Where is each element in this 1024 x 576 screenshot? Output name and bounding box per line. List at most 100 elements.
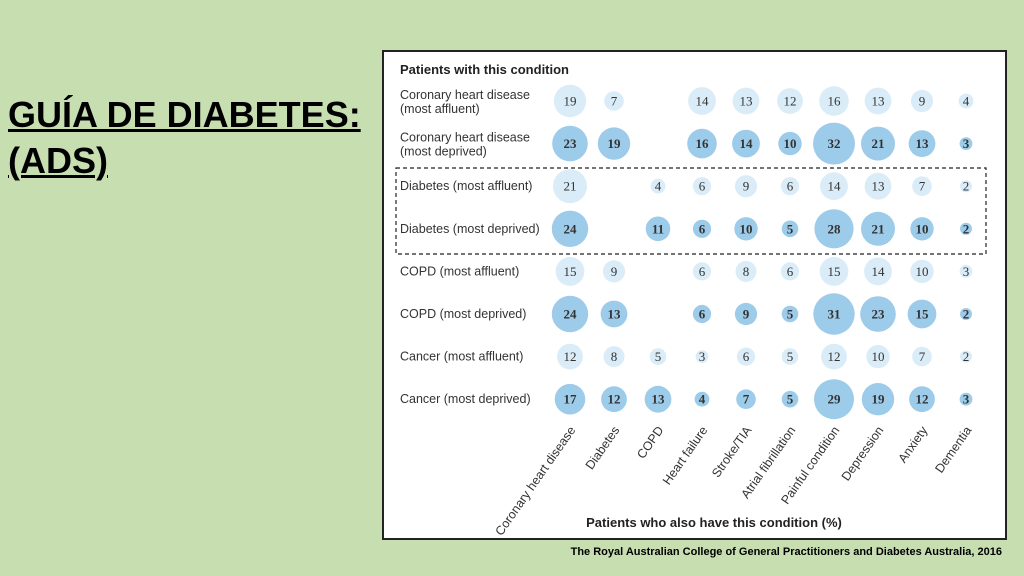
data-value-label: 32	[828, 136, 841, 151]
row-label: COPD (most affluent)	[400, 264, 519, 278]
data-bubble	[551, 295, 589, 333]
data-value-label: 14	[740, 136, 754, 151]
data-value-label: 21	[564, 179, 577, 194]
data-value-label: 5	[787, 221, 794, 236]
data-value-label: 9	[743, 179, 750, 194]
data-bubble	[601, 386, 627, 413]
data-value-label: 2	[963, 349, 970, 364]
data-bubble	[734, 217, 758, 241]
row-label: Coronary heart disease (most deprived)	[400, 131, 530, 159]
data-value-label: 10	[916, 221, 929, 236]
data-bubble	[861, 126, 895, 161]
data-value-label: 4	[699, 392, 706, 407]
data-value-label: 28	[828, 221, 842, 236]
row-label-line1: Coronary heart disease	[400, 131, 530, 145]
data-value-label: 21	[872, 136, 885, 151]
data-bubble	[777, 88, 803, 114]
row-label-line1: COPD (most affluent)	[400, 264, 519, 278]
data-bubble	[814, 209, 854, 249]
data-bubble	[650, 178, 666, 194]
data-bubble	[959, 392, 973, 406]
data-value-label: 7	[743, 392, 750, 407]
data-value-label: 13	[872, 179, 885, 194]
data-value-label: 16	[696, 136, 710, 151]
data-value-label: 2	[963, 221, 970, 236]
row-label-line1: Diabetes (most deprived)	[400, 222, 540, 236]
data-bubble	[692, 262, 712, 281]
data-bubble	[861, 211, 895, 246]
row-label: Coronary heart disease (most affluent)	[400, 88, 530, 116]
data-value-label: 9	[611, 264, 618, 279]
comorbidity-chart: Patients with this condition Coronary he…	[382, 50, 1007, 540]
data-bubble	[910, 217, 934, 241]
chart-title: Patients with this condition	[400, 62, 569, 77]
data-value-label: 13	[652, 392, 666, 407]
data-value-label: 5	[787, 307, 794, 322]
data-bubble	[864, 172, 892, 200]
data-value-label: 7	[919, 179, 926, 194]
data-bubble	[603, 346, 625, 368]
data-bubble	[781, 390, 799, 408]
data-bubble	[553, 169, 587, 204]
data-bubble	[912, 176, 932, 196]
data-value-label: 12	[784, 94, 797, 109]
data-value-label: 6	[699, 307, 706, 322]
data-value-label: 5	[787, 349, 794, 364]
data-value-label: 19	[872, 392, 886, 407]
source-citation: The Royal Australian College of General …	[570, 546, 1002, 558]
data-bubble	[781, 348, 799, 365]
data-value-label: 24	[564, 307, 578, 322]
data-value-label: 4	[655, 179, 662, 194]
row-label: Diabetes (most deprived)	[400, 222, 540, 236]
data-value-label: 9	[919, 94, 926, 109]
data-value-label: 3	[963, 264, 970, 279]
chart-canvas: Patients with this condition Coronary he…	[395, 62, 987, 538]
data-value-label: 23	[872, 307, 886, 322]
data-bubble	[781, 305, 799, 323]
data-value-label: 8	[611, 349, 618, 364]
data-value-label: 2	[963, 307, 970, 322]
data-value-label: 19	[564, 94, 577, 109]
data-bubble	[780, 262, 800, 281]
data-bubble	[860, 296, 896, 332]
data-bubble	[912, 346, 932, 367]
slide-title-line2: (ADS)	[8, 140, 108, 181]
data-bubble	[813, 122, 855, 165]
data-value-label: 6	[743, 349, 750, 364]
data-value-label: 6	[787, 264, 794, 279]
data-bubble	[861, 383, 895, 416]
data-bubble	[695, 350, 709, 363]
data-bubble	[908, 130, 936, 157]
row-label-line1: Cancer (most deprived)	[400, 392, 531, 406]
data-bubble	[821, 343, 847, 370]
data-value-label: 3	[963, 136, 970, 151]
data-value-label: 6	[699, 179, 706, 194]
data-value-label: 15	[916, 307, 930, 322]
data-bubble	[960, 308, 972, 320]
data-bubble	[907, 299, 937, 329]
data-bubble	[644, 385, 672, 413]
data-value-label: 12	[916, 392, 929, 407]
data-bubble	[649, 348, 667, 365]
data-value-label: 12	[564, 349, 577, 364]
data-bubble	[958, 93, 974, 109]
data-value-label: 4	[963, 94, 970, 109]
data-value-label: 14	[696, 94, 710, 109]
bubble-grid: Coronary heart disease (most affluent) 19 7…	[400, 84, 974, 420]
data-value-label: 23	[564, 136, 578, 151]
x-tick-label: Depression	[839, 424, 887, 484]
data-bubble	[864, 87, 892, 115]
x-tick-label: Heart failure	[660, 424, 711, 488]
data-bubble	[554, 383, 586, 415]
data-value-label: 12	[608, 392, 621, 407]
x-tick-label: Anxiety	[895, 423, 930, 465]
row-label-line2: (most deprived)	[400, 145, 487, 159]
data-bubble	[820, 172, 848, 201]
data-bubble	[910, 89, 934, 113]
data-bubble	[736, 347, 756, 366]
data-bubble	[600, 300, 628, 328]
data-value-label: 15	[828, 264, 841, 279]
data-bubble	[553, 84, 587, 118]
data-bubble	[688, 87, 716, 115]
data-bubble	[732, 129, 760, 158]
